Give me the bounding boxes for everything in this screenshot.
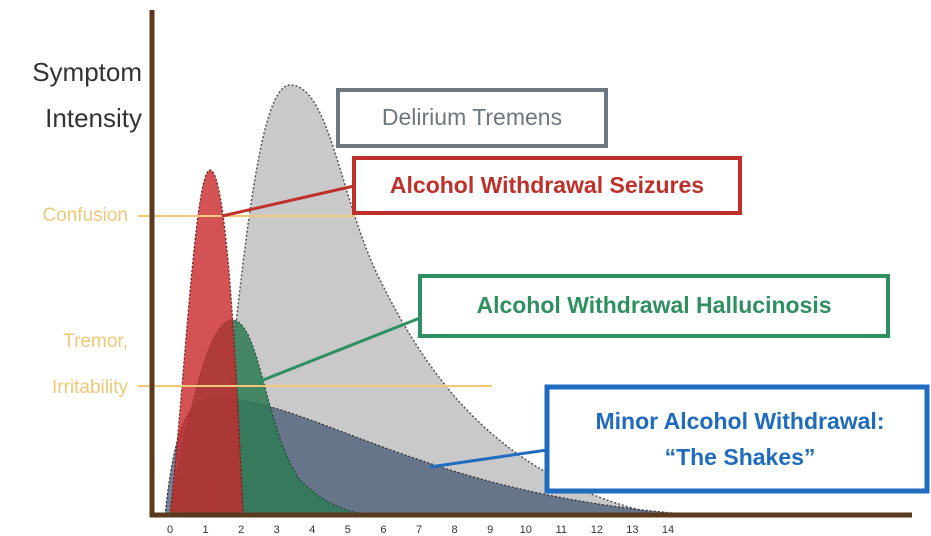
stage-label: Minor Alcohol Withdrawal: bbox=[596, 408, 885, 434]
y-label: Symptom bbox=[32, 57, 142, 87]
x-tick-label: 13 bbox=[626, 524, 638, 536]
hallucinosis-connector bbox=[257, 316, 421, 384]
seizures-curve bbox=[169, 169, 244, 516]
level-label: Confusion bbox=[42, 205, 128, 226]
x-tick-label: 6 bbox=[380, 524, 386, 536]
x-tick-label: 3 bbox=[274, 524, 280, 536]
seizures-box bbox=[352, 156, 742, 215]
x-tick-label: 12 bbox=[591, 524, 603, 536]
level-label: Irritability bbox=[52, 377, 129, 398]
x-tick-label: 4 bbox=[309, 524, 315, 536]
stage-label: “The Shakes” bbox=[665, 444, 816, 470]
x-tick-label: 1 bbox=[203, 524, 209, 536]
x-tick-label: 14 bbox=[662, 524, 674, 536]
x-tick-label: 8 bbox=[452, 524, 458, 536]
minor-connector bbox=[429, 448, 548, 469]
x-tick-label: 0 bbox=[167, 524, 173, 536]
delirium-box bbox=[336, 88, 608, 148]
stage-label: Alcohol Withdrawal Seizures bbox=[390, 172, 704, 198]
level-label: Tremor, bbox=[63, 331, 128, 352]
stage-label: Alcohol Withdrawal Hallucinosis bbox=[476, 292, 831, 318]
minor-box bbox=[544, 384, 930, 494]
y-label: Intensity bbox=[45, 103, 142, 133]
x-ticks: 0 1 2 3 4 5 6 7 8 9 10 11 12 13 14 bbox=[167, 524, 674, 536]
x-tick-label: 7 bbox=[416, 524, 422, 536]
x-tick-label: 10 bbox=[520, 524, 532, 536]
hallucinosis-box bbox=[418, 274, 890, 338]
stage-label: Delirium Tremens bbox=[382, 104, 562, 130]
x-tick-label: 11 bbox=[556, 524, 567, 536]
x-tick-label: 9 bbox=[487, 524, 493, 536]
x-tick-label: 5 bbox=[345, 524, 351, 536]
x-tick-label: 2 bbox=[238, 524, 244, 536]
seizures-connector bbox=[221, 184, 355, 218]
